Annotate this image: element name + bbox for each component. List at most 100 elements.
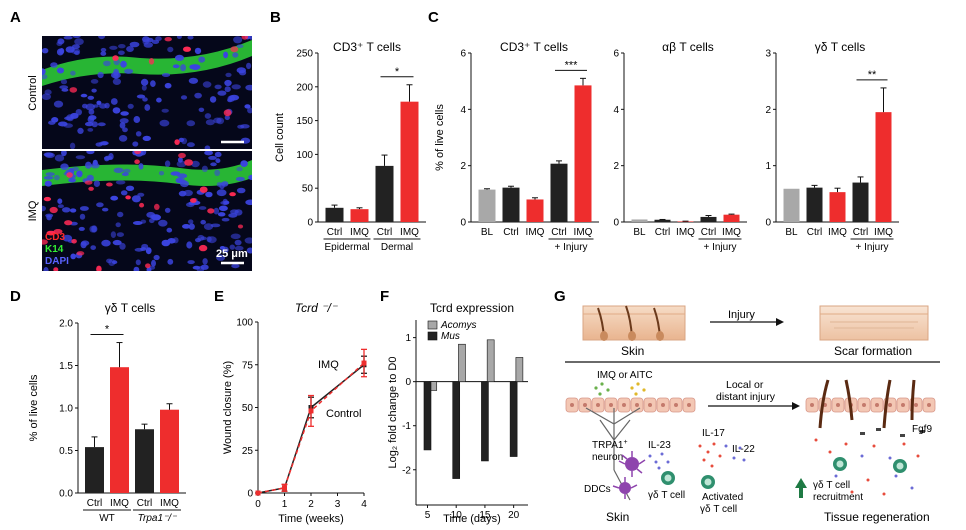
keratinocyte-nucleus <box>927 403 931 407</box>
dapi-nucleus <box>246 247 252 254</box>
dapi-nucleus <box>79 206 89 211</box>
significance-label: * <box>395 66 400 78</box>
dapi-nucleus <box>72 166 79 172</box>
keratinocyte-nucleus <box>687 403 691 407</box>
x-tick-label: Ctrl <box>701 227 717 238</box>
x-tick-label: 5 <box>425 510 431 521</box>
dapi-nucleus <box>85 121 94 127</box>
y-tick-label: 2.0 <box>59 319 73 330</box>
x-tick-label: 4 <box>361 499 367 510</box>
keratinocyte-nucleus <box>836 403 840 407</box>
dapi-nucleus <box>214 151 222 158</box>
dapi-nucleus <box>69 208 77 213</box>
y-tick-label: 0 <box>247 489 253 500</box>
dapi-nucleus <box>85 103 96 111</box>
keratinocyte-row-right <box>805 397 936 413</box>
legend-label-acomys: Acomys <box>440 320 477 331</box>
x-tick-label: 15 <box>479 510 491 521</box>
recruitment-label-1: γδ T cell <box>813 480 850 491</box>
legend-swatch-mus <box>427 331 438 341</box>
dapi-nucleus <box>86 151 95 155</box>
dapi-nucleus <box>186 241 193 249</box>
dapi-nucleus <box>176 160 187 168</box>
cd3-cell <box>112 55 119 61</box>
dapi-nucleus <box>151 259 156 267</box>
dapi-nucleus <box>216 254 226 261</box>
dapi-nucleus <box>134 247 144 252</box>
stain-label-cd3: CD3 <box>45 232 65 243</box>
dapi-nucleus <box>142 97 148 102</box>
cd3-cell <box>64 220 73 226</box>
x-tick-label: 3 <box>335 499 341 510</box>
dapi-nucleus <box>62 234 73 242</box>
dapi-nucleus <box>151 39 160 45</box>
dapi-nucleus <box>236 67 246 74</box>
cd3-cell <box>198 244 208 252</box>
dapi-nucleus <box>42 68 46 75</box>
bar-imq <box>875 112 892 222</box>
chart-title: Tcrd expression <box>430 301 514 315</box>
dapi-nucleus <box>53 100 64 108</box>
dapi-nucleus <box>138 163 144 170</box>
y-tick-label: 0 <box>613 218 619 229</box>
dapi-nucleus <box>210 162 217 167</box>
dapi-nucleus <box>115 222 121 228</box>
skin-bottom-label: Skin <box>606 510 629 524</box>
dapi-nucleus <box>161 73 171 77</box>
dapi-nucleus <box>85 161 92 169</box>
dapi-nucleus <box>240 160 248 168</box>
activated-t-cell-label: γδ T cell <box>700 504 737 515</box>
bar-ctrl <box>700 216 717 222</box>
y-tick-label: 0 <box>307 218 313 229</box>
bar-imq <box>350 209 369 222</box>
dapi-nucleus <box>232 52 239 58</box>
bar-ctrl <box>502 187 520 222</box>
dapi-nucleus <box>56 41 63 46</box>
y-tick-label: 1.0 <box>59 404 73 415</box>
dapi-nucleus <box>200 219 206 225</box>
dapi-nucleus <box>135 259 141 266</box>
dapi-nucleus <box>188 77 199 84</box>
dapi-nucleus <box>69 142 76 149</box>
dapi-nucleus <box>216 189 227 197</box>
dapi-nucleus <box>111 71 121 79</box>
dapi-nucleus <box>68 177 76 183</box>
dapi-nucleus <box>70 253 76 260</box>
dapi-nucleus <box>244 237 252 244</box>
y-tick-label: 100 <box>236 318 253 329</box>
dapi-nucleus <box>120 190 128 196</box>
dapi-nucleus <box>113 167 124 173</box>
dapi-nucleus <box>70 70 76 76</box>
group-label: WT <box>99 513 115 524</box>
cd3-cell <box>106 182 113 187</box>
cd3-cell <box>88 186 94 191</box>
dapi-nucleus <box>142 135 151 141</box>
dapi-nucleus <box>224 115 230 121</box>
cd3-cell <box>148 58 155 65</box>
dapi-nucleus <box>213 117 222 124</box>
bar-ctrl <box>135 429 154 493</box>
dapi-nucleus <box>197 234 205 241</box>
bar-acomys <box>458 343 466 382</box>
dapi-nucleus <box>188 223 195 230</box>
bar-mus <box>481 381 489 462</box>
dapi-nucleus <box>181 137 188 145</box>
dapi-nucleus <box>135 131 142 137</box>
data-point <box>361 360 367 366</box>
series-label-control: Control <box>326 408 361 420</box>
y-tick-label: 2 <box>460 161 466 172</box>
cd3-cell <box>84 180 93 185</box>
group-label: + Injury <box>703 242 736 253</box>
dapi-nucleus <box>164 160 171 167</box>
dapi-nucleus <box>196 266 205 271</box>
keratinocyte-nucleus <box>570 403 574 407</box>
dapi-nucleus <box>102 207 109 212</box>
dapi-nucleus <box>95 142 103 147</box>
group-label: Trpa1⁻/⁻ <box>138 513 177 524</box>
y-tick-label: 0 <box>765 218 771 229</box>
dapi-nucleus <box>236 44 244 48</box>
gd-t-cell-label: γδ T cell <box>648 490 685 501</box>
y-tick-label: 0 <box>405 377 411 388</box>
x-tick-label: Ctrl <box>87 498 103 509</box>
x-tick-label: 0 <box>255 499 261 510</box>
